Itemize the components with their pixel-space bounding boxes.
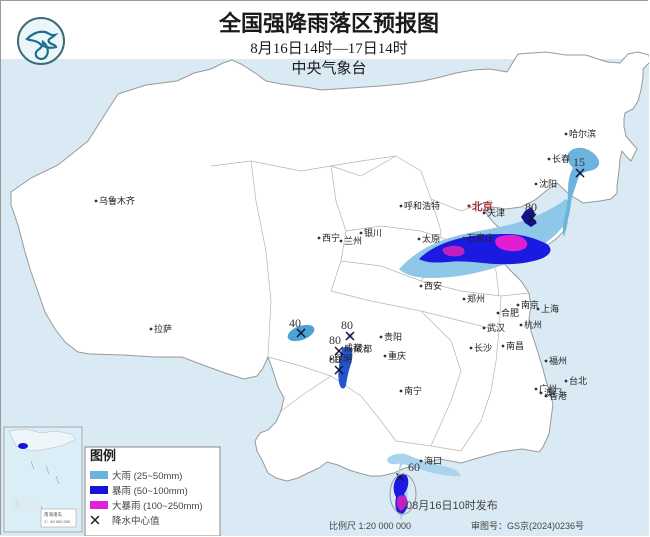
svg-text:降水中心值: 降水中心值	[112, 515, 160, 527]
svg-text:呼和浩特: 呼和浩特	[404, 200, 440, 211]
svg-text:福州: 福州	[549, 355, 567, 366]
svg-text:60: 60	[408, 460, 420, 474]
svg-text:全国强降雨落区预报图: 全国强降雨落区预报图	[218, 11, 439, 36]
svg-text:海口: 海口	[424, 455, 442, 466]
svg-text:昆明: 昆明	[334, 354, 352, 364]
svg-text:乌鲁木齐: 乌鲁木齐	[99, 195, 135, 206]
svg-text:80: 80	[525, 200, 537, 214]
svg-text:南京: 南京	[521, 299, 539, 310]
svg-text:长春: 长春	[552, 153, 570, 164]
svg-text:长沙: 长沙	[474, 342, 492, 353]
svg-text:上海: 上海	[541, 303, 559, 314]
svg-text:重庆: 重庆	[388, 350, 406, 361]
svg-text:西宁: 西宁	[322, 232, 340, 243]
svg-text:台北: 台北	[569, 375, 587, 386]
svg-text:沈阳: 沈阳	[539, 178, 557, 189]
svg-text:石家庄: 石家庄	[467, 232, 494, 243]
svg-text:哈尔滨: 哈尔滨	[569, 128, 596, 139]
svg-text:大雨 (25~50mm): 大雨 (25~50mm)	[112, 470, 182, 482]
svg-text:大暴雨 (100~250mm): 大暴雨 (100~250mm)	[112, 500, 203, 512]
svg-text:合肥: 合肥	[501, 307, 519, 318]
svg-text:贵阳: 贵阳	[384, 331, 402, 342]
svg-text:80: 80	[329, 333, 341, 347]
svg-text:暴雨 (50~100mm): 暴雨 (50~100mm)	[112, 486, 188, 497]
svg-text:兰州: 兰州	[344, 235, 362, 246]
svg-text:银川: 银川	[364, 227, 382, 238]
svg-text:1：40 000 000: 1：40 000 000	[44, 519, 71, 524]
svg-text:成都: 成都	[354, 343, 372, 354]
svg-text:南海诸岛: 南海诸岛	[44, 511, 62, 518]
svg-text:西安: 西安	[424, 280, 442, 291]
svg-text:比例尺 1:20 000 000: 比例尺 1:20 000 000	[329, 520, 411, 531]
svg-text:80: 80	[341, 318, 353, 332]
svg-text:南昌: 南昌	[506, 340, 524, 351]
svg-text:15: 15	[573, 155, 585, 169]
svg-text:澳门: 澳门	[544, 387, 562, 398]
svg-text:40: 40	[289, 316, 301, 330]
svg-text:拉萨: 拉萨	[154, 323, 172, 334]
svg-text:杭州: 杭州	[524, 319, 542, 330]
svg-text:武汉: 武汉	[487, 322, 505, 333]
svg-text:郑州: 郑州	[467, 293, 485, 304]
svg-text:图例: 图例	[90, 448, 116, 463]
svg-text:天津: 天津	[487, 208, 505, 218]
svg-text:8月16日14时—17日14时: 8月16日14时—17日14时	[250, 40, 408, 57]
svg-text:审图号：GS京(2024)0236号: 审图号：GS京(2024)0236号	[471, 520, 584, 531]
svg-text:太原: 太原	[422, 233, 440, 244]
svg-text:08月16日10时发布: 08月16日10时发布	[406, 498, 498, 512]
svg-text:南宁: 南宁	[404, 385, 422, 396]
svg-text:中央气象台: 中央气象台	[291, 60, 366, 77]
